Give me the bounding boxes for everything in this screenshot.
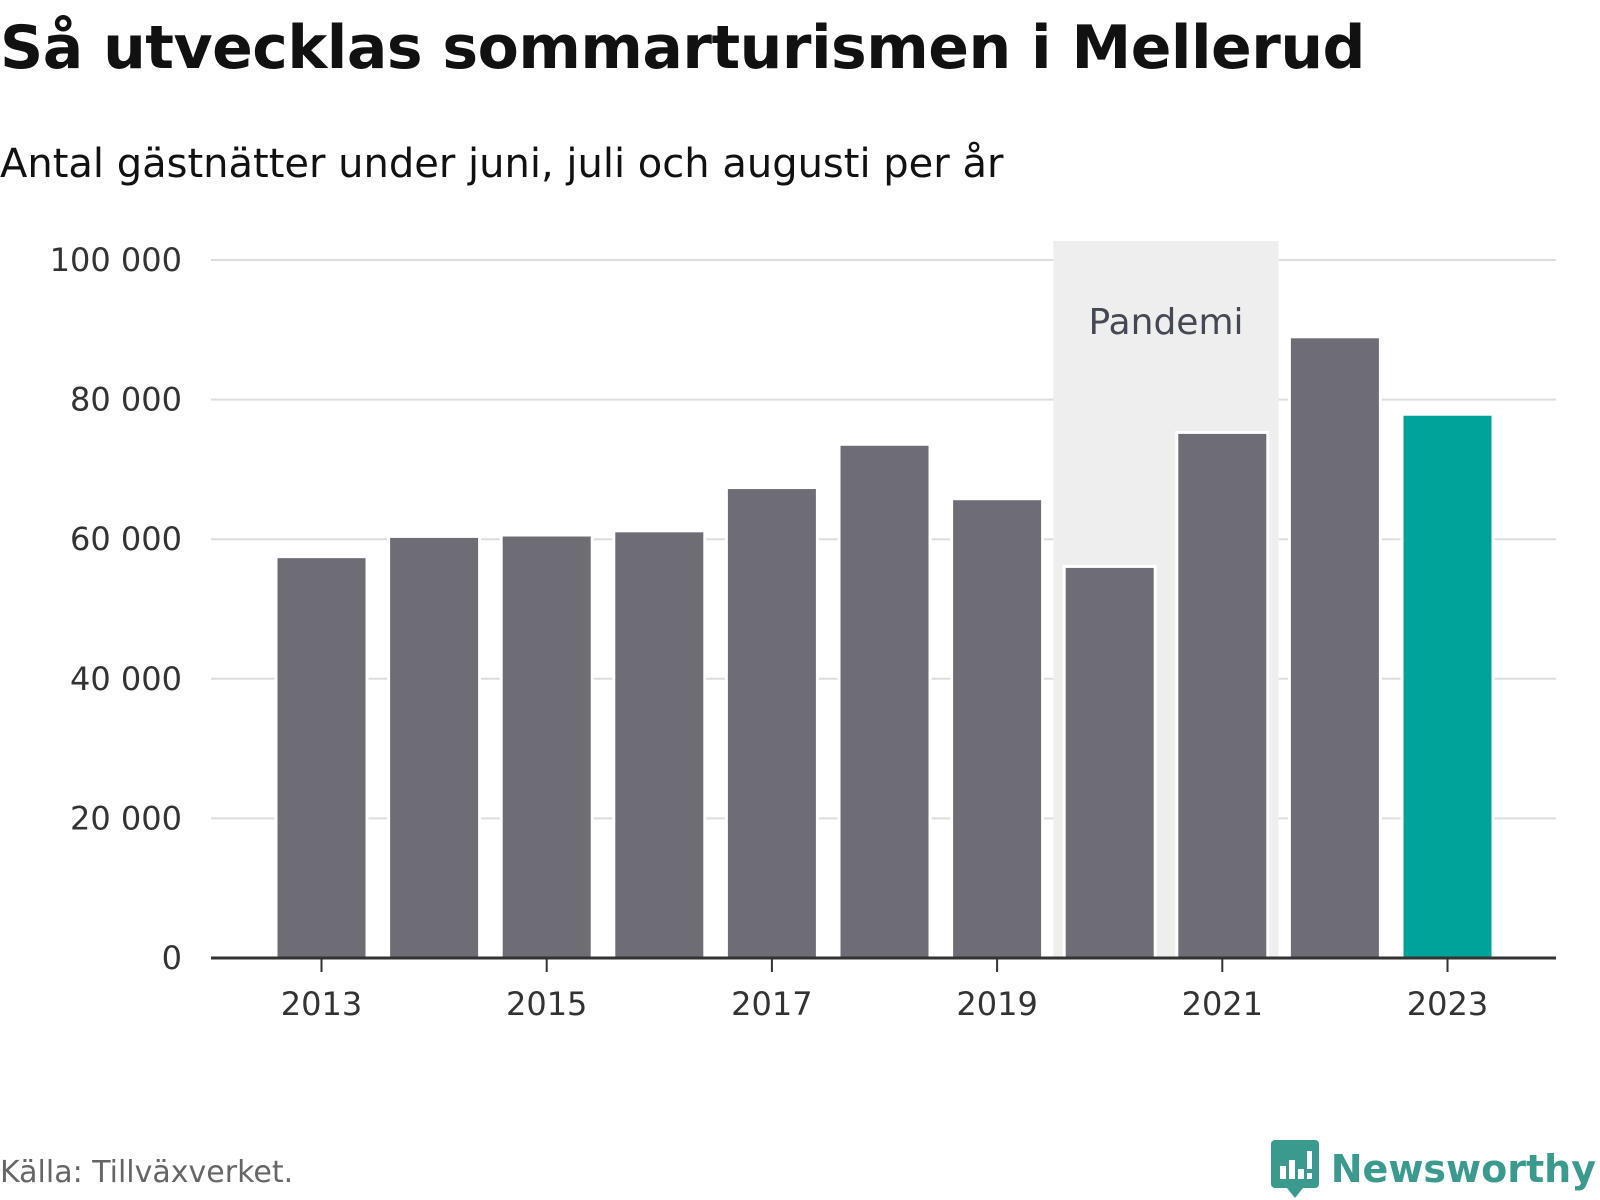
- x-tick-label: 2019: [956, 985, 1037, 1023]
- bar-2020: [1062, 564, 1157, 960]
- bar-2015: [499, 533, 594, 960]
- brand-logo: Newsworthy: [1270, 1140, 1596, 1198]
- y-tick-label: 40 000: [70, 660, 182, 698]
- bar-2019: [950, 497, 1045, 960]
- x-tick-label: 2023: [1407, 985, 1488, 1023]
- bar-2016: [612, 529, 707, 960]
- x-tick-label: 2015: [506, 985, 587, 1023]
- source-note: Källa: Tillväxverket.: [0, 1155, 294, 1190]
- bar-2013: [274, 555, 369, 960]
- y-tick-label: 20 000: [70, 799, 182, 837]
- y-tick-label: 100 000: [50, 241, 182, 279]
- bar-2014: [387, 534, 482, 960]
- x-tick-label: 2013: [281, 985, 362, 1023]
- y-tick-label: 80 000: [70, 381, 182, 419]
- bar-2021: [1175, 430, 1270, 960]
- y-tick-label: 0: [162, 939, 182, 977]
- newsworthy-logo-icon: [1270, 1140, 1319, 1198]
- bar-2022: [1287, 335, 1382, 960]
- x-tick-label: 2017: [731, 985, 812, 1023]
- brand-name: Newsworthy: [1330, 1147, 1596, 1191]
- bar-2017: [724, 486, 819, 960]
- bar-chart: Pandemi 0 20 000 40 000 60 000 80 000 100 000 2…: [50, 241, 1556, 1023]
- bar-2018: [837, 442, 932, 960]
- y-tick-label: 60 000: [70, 520, 182, 558]
- chart-title: Så utvecklas sommarturismen i Mellerud: [0, 13, 1365, 83]
- bar-2023: [1400, 412, 1495, 960]
- pandemic-label: Pandemi: [1088, 302, 1243, 343]
- chart-subtitle: Antal gästnätter under juni, juli och au…: [0, 141, 1004, 187]
- x-tick-label: 2021: [1182, 985, 1263, 1023]
